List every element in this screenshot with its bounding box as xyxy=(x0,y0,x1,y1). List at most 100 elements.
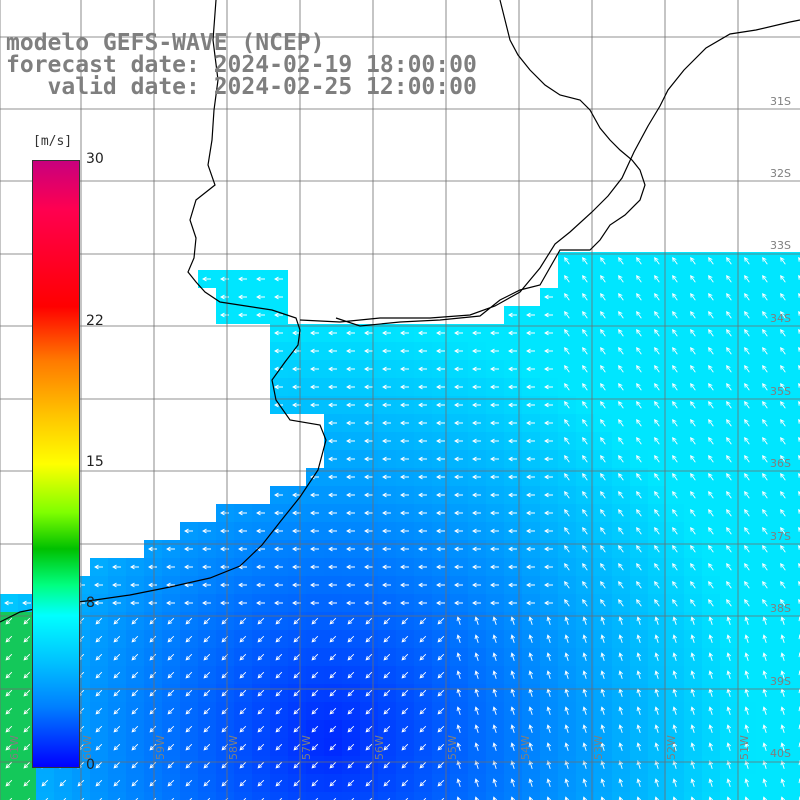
wind-arrow xyxy=(436,564,445,570)
wind-cell xyxy=(792,630,800,648)
wind-arrow xyxy=(582,616,587,625)
wind-arrow xyxy=(166,546,175,552)
wind-arrow xyxy=(636,545,642,553)
wind-arrow xyxy=(508,528,517,534)
wind-arrow xyxy=(726,509,732,517)
wind-arrow xyxy=(600,742,605,751)
wind-arrow xyxy=(472,546,481,552)
wind-arrow xyxy=(708,419,714,427)
wind-arrow xyxy=(600,275,606,283)
wind-arrow xyxy=(454,438,463,444)
wind-arrow xyxy=(472,366,481,372)
wind-arrow xyxy=(474,778,479,787)
wind-arrow xyxy=(23,761,31,769)
wind-arrow xyxy=(690,383,696,391)
wind-arrow xyxy=(636,706,641,715)
wind-arrow xyxy=(798,473,800,478)
wind-arrow xyxy=(636,491,642,499)
wind-arrow xyxy=(744,581,750,589)
wind-arrow xyxy=(239,671,247,679)
latitude-labels: 31S 32S 33S 34S 35S 36S 37S 38S 39S 40S xyxy=(770,95,791,760)
wind-arrow xyxy=(526,330,535,336)
wind-arrow xyxy=(365,779,373,787)
wind-cell xyxy=(414,792,432,800)
wind-arrow xyxy=(256,510,265,516)
wind-arrow xyxy=(311,743,319,751)
wind-cell xyxy=(0,792,18,800)
wind-arrow xyxy=(672,760,677,769)
wind-cell xyxy=(792,306,800,324)
wind-arrow xyxy=(528,742,533,751)
wind-arrow xyxy=(544,582,553,588)
wind-arrow xyxy=(149,761,157,769)
wind-arrow xyxy=(257,671,265,679)
wind-arrow xyxy=(418,438,427,444)
wind-arrow xyxy=(780,563,786,571)
wind-arrow xyxy=(95,743,103,751)
wind-arrow xyxy=(310,402,319,408)
wind-arrow xyxy=(726,383,732,391)
wind-arrow xyxy=(544,456,553,462)
wind-arrow xyxy=(690,742,695,751)
wind-arrow xyxy=(472,564,481,570)
wind-arrow xyxy=(400,564,409,570)
wind-arrow xyxy=(149,671,157,679)
wind-arrow xyxy=(708,401,714,409)
wind-arrow xyxy=(544,312,553,318)
wind-arrow xyxy=(474,706,479,715)
wind-cell xyxy=(702,792,720,800)
wind-arrow xyxy=(636,473,642,481)
wind-arrow xyxy=(618,437,624,445)
wind-arrow xyxy=(257,617,265,625)
wind-arrow xyxy=(762,760,767,769)
wind-arrow xyxy=(347,725,355,733)
wind-arrow xyxy=(400,546,409,552)
wind-arrow xyxy=(220,600,229,606)
wind-cell xyxy=(324,792,342,800)
wind-arrow xyxy=(328,438,337,444)
wind-arrow xyxy=(600,347,606,355)
wind-arrow xyxy=(526,366,535,372)
wind-arrow xyxy=(472,348,481,354)
wind-arrow xyxy=(418,564,427,570)
latitude-label: 32S xyxy=(770,167,791,180)
wind-arrow xyxy=(510,778,515,787)
wind-cell xyxy=(792,702,800,720)
wind-arrow xyxy=(744,437,750,445)
wind-arrow xyxy=(274,384,283,390)
wind-arrow xyxy=(456,760,461,769)
wind-cell xyxy=(792,522,800,540)
wind-arrow xyxy=(762,383,768,391)
wind-cell xyxy=(216,792,234,800)
wind-arrow xyxy=(203,725,211,733)
wind-arrow xyxy=(600,509,606,517)
wind-arrow xyxy=(600,599,606,607)
wind-arrow xyxy=(636,760,641,769)
wind-arrow xyxy=(636,275,642,283)
wind-arrow xyxy=(798,563,800,568)
wind-arrow xyxy=(310,582,319,588)
wind-arrow xyxy=(744,257,750,265)
wind-arrow xyxy=(780,778,785,787)
wind-arrow xyxy=(508,600,517,606)
wind-arrow xyxy=(5,689,13,697)
latitude-label: 40S xyxy=(770,747,791,760)
wind-arrow xyxy=(113,725,121,733)
wind-arrow xyxy=(311,689,319,697)
wind-arrow xyxy=(456,616,461,625)
wind-arrow xyxy=(526,474,535,480)
wind-arrow xyxy=(744,491,750,499)
wind-arrow xyxy=(492,760,497,769)
wind-arrow xyxy=(383,779,391,787)
wind-arrow xyxy=(780,634,785,643)
wind-arrow xyxy=(564,347,570,355)
wind-arrow xyxy=(582,599,588,607)
wind-arrow xyxy=(636,778,641,787)
wind-cell xyxy=(360,792,378,800)
wind-arrow xyxy=(582,347,588,355)
wind-arrow xyxy=(365,707,373,715)
wind-arrow xyxy=(113,707,121,715)
wind-arrow xyxy=(382,546,391,552)
wind-arrow xyxy=(364,510,373,516)
wind-arrow xyxy=(167,743,175,751)
